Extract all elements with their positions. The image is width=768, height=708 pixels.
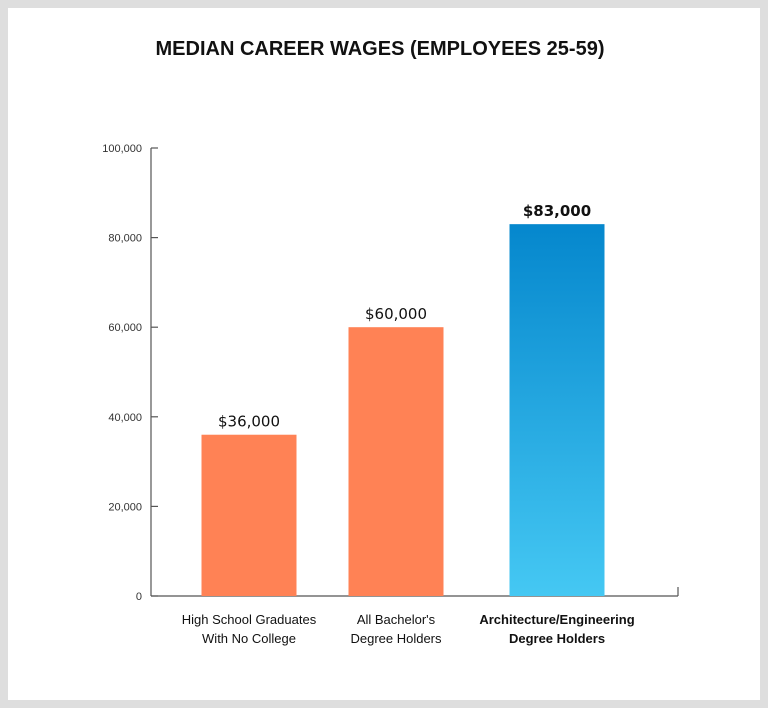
x-tick-label: Degree Holders: [350, 631, 442, 646]
x-tick-label: With No College: [202, 631, 296, 646]
chart-title: MEDIAN CAREER WAGES (EMPLOYEES 25-59): [155, 38, 605, 60]
bar: [348, 327, 444, 596]
data-label: $36,000: [218, 413, 280, 431]
y-tick-label: 80,000: [108, 233, 142, 245]
bar: [201, 434, 297, 596]
x-tick-label: Degree Holders: [509, 631, 605, 646]
x-tick-label: All Bachelor's: [357, 612, 436, 627]
y-tick-label: 60,000: [108, 322, 142, 334]
data-label: $60,000: [365, 305, 427, 323]
y-tick-label: 20,000: [108, 501, 142, 513]
y-tick-label: 100,000: [102, 143, 142, 155]
bar: [509, 224, 605, 596]
y-tick-label: 0: [136, 591, 142, 603]
y-tick-label: 40,000: [108, 412, 142, 424]
data-label: $83,000: [523, 202, 591, 220]
x-tick-label: High School Graduates: [182, 612, 317, 627]
x-tick-label: Architecture/Engineering: [479, 612, 634, 627]
